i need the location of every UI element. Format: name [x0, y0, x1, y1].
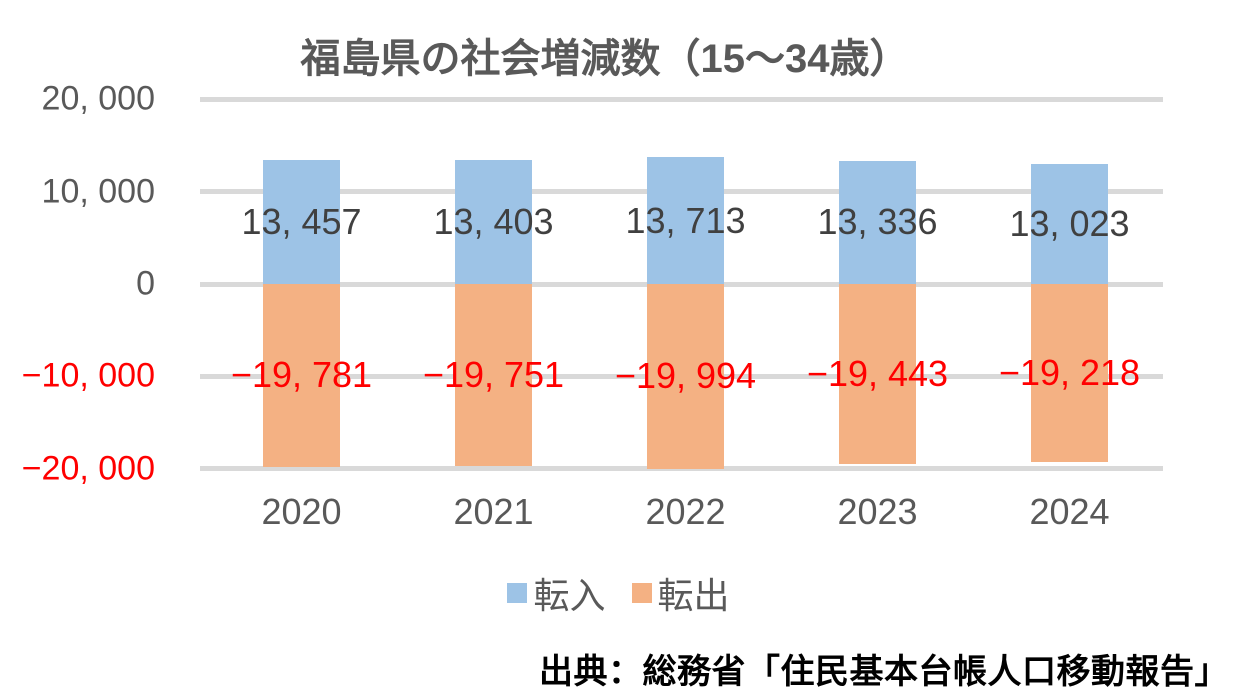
- legend-label-move-out: 転出: [657, 575, 730, 616]
- bar-move-out-2020: [263, 284, 340, 467]
- legend-swatch-move-in: [507, 583, 528, 603]
- x-axis-label-2021: 2021: [453, 491, 534, 532]
- y-axis-tick-label: 20, 000: [41, 79, 155, 118]
- data-label-move-in-2020: 13, 457: [241, 200, 362, 242]
- x-axis-label-2020: 2020: [261, 491, 342, 532]
- data-label-move-out-2023: −19, 443: [806, 352, 949, 394]
- legend-swatch-move-out: [631, 583, 652, 603]
- legend-item-move-in: 転入: [507, 567, 606, 619]
- y-axis-tick-label: 10, 000: [41, 172, 155, 211]
- data-label-move-out-2021: −19, 751: [422, 354, 565, 396]
- y-axis-tick-label: −10, 000: [21, 356, 155, 395]
- legend-item-move-out: 転出: [631, 567, 730, 619]
- bar-move-out-2022: [647, 284, 724, 469]
- legend: 転入 転出: [0, 572, 1237, 616]
- legend-label-move-in: 転入: [533, 575, 606, 616]
- data-label-move-out-2024: −19, 218: [998, 351, 1141, 393]
- x-axis-label-2024: 2024: [1029, 491, 1110, 532]
- y-axis-tick-label: 0: [136, 264, 155, 303]
- data-label-move-in-2022: 13, 713: [625, 199, 746, 241]
- source-note: 出典：総務省「住民基本台帳人口移動報告」: [539, 653, 1229, 691]
- bar-move-out-2024: [1031, 284, 1108, 462]
- data-label-move-in-2024: 13, 023: [1009, 202, 1130, 244]
- data-label-move-in-2023: 13, 336: [817, 201, 938, 243]
- x-axis-label-2022: 2022: [645, 491, 726, 532]
- chart-title: 福島県の社会増減数（15～34歳）: [300, 37, 910, 81]
- gridline: [200, 96, 1163, 102]
- bar-move-in-2023: [839, 160, 916, 284]
- bar-move-in-2021: [455, 160, 532, 284]
- x-axis-label-2023: 2023: [837, 491, 918, 532]
- y-axis-tick-label: −20, 000: [21, 449, 155, 488]
- data-label-move-in-2021: 13, 403: [433, 201, 554, 243]
- bar-move-in-2024: [1031, 163, 1108, 284]
- bar-move-in-2020: [263, 159, 340, 284]
- data-label-move-out-2020: −19, 781: [230, 354, 373, 396]
- bar-move-out-2021: [455, 284, 532, 467]
- bar-move-out-2023: [839, 284, 916, 464]
- bar-move-in-2022: [647, 157, 724, 284]
- data-label-move-out-2022: −19, 994: [614, 355, 757, 397]
- gridline: [200, 466, 1163, 472]
